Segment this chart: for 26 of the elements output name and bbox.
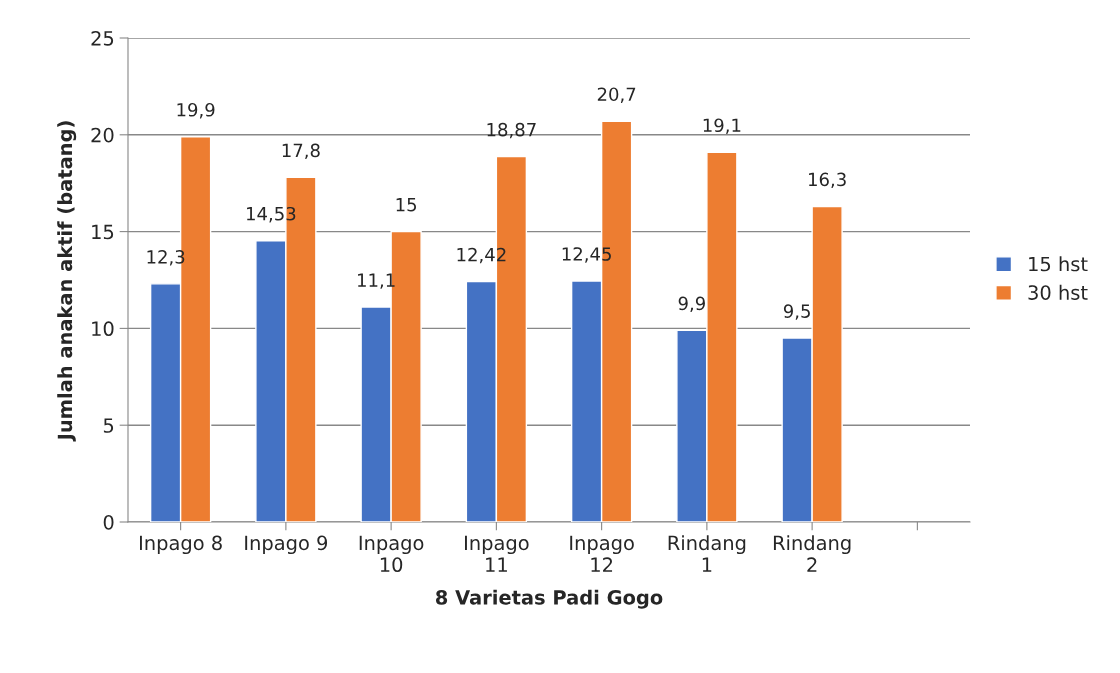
y-tick-label: 25 [91, 30, 114, 46]
x-tick-label: Rindang 2 [773, 535, 851, 572]
y-tick-label: 10 [92, 321, 114, 337]
x-tick-label: Rindang 1 [668, 535, 746, 572]
x-tick-label: Inpago 11 [465, 535, 529, 572]
y-axis-title: Jumlah anakan aktif (batang) [57, 121, 77, 442]
data-label: 9,5 [783, 304, 810, 320]
data-label: 9,9 [678, 296, 705, 313]
x-axis-title: 8 Varietas Padi Gogo [435, 589, 663, 609]
x-tick-label: Inpago 9 [245, 535, 328, 555]
x-tick-label: Inpago 10 [359, 535, 424, 573]
data-label: 19,9 [177, 102, 215, 119]
data-label: 15 [396, 198, 417, 212]
x-tick-label: Inpago 12 [570, 535, 634, 572]
legend-label: 30 hst [1028, 284, 1088, 300]
data-label: 18,87 [487, 122, 536, 139]
y-tick-label: 15 [92, 224, 114, 240]
y-tick-label: 0 [103, 514, 114, 530]
data-label: 17,8 [282, 143, 320, 160]
x-tick-label: Inpago 8 [139, 535, 222, 555]
y-tick-label: 20 [91, 127, 114, 143]
y-tick-label: 5 [103, 418, 114, 433]
data-label: 16,3 [809, 172, 846, 189]
data-label: 19,1 [703, 118, 741, 134]
legend-label: 15 hst [1029, 256, 1088, 272]
data-label: 20,7 [597, 87, 636, 103]
